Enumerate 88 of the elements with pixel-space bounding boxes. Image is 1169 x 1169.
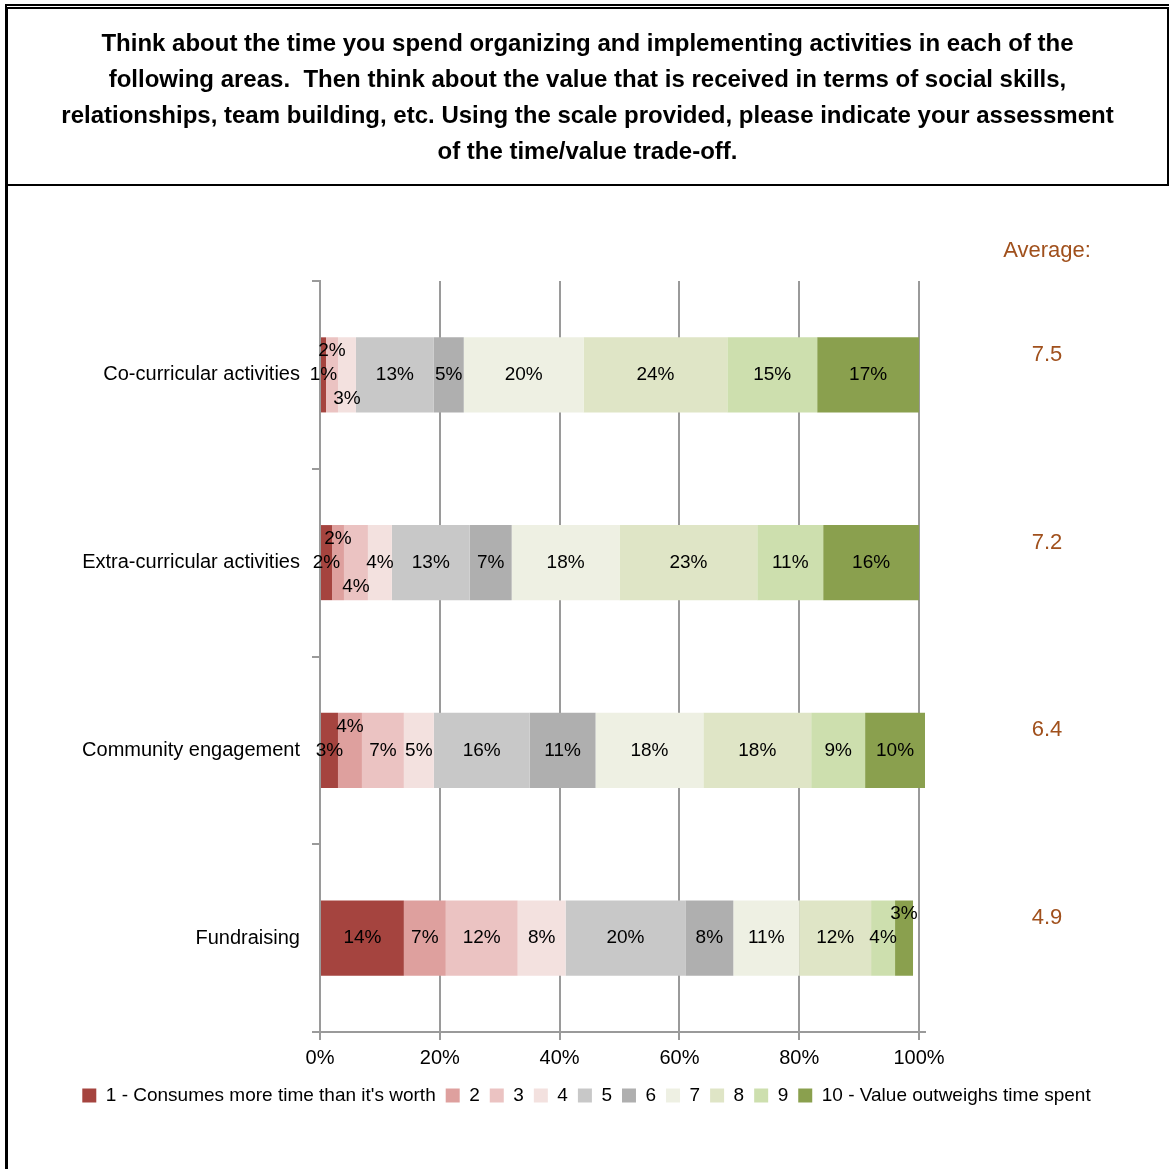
bar bbox=[823, 525, 920, 601]
bar bbox=[865, 712, 925, 788]
legend-label: 8 bbox=[733, 1083, 745, 1105]
data-label: 5% bbox=[435, 363, 463, 385]
bar bbox=[733, 900, 800, 976]
bar bbox=[433, 712, 530, 788]
bar bbox=[445, 900, 518, 976]
data-label: 2% bbox=[324, 526, 352, 548]
text: Average: bbox=[1003, 237, 1091, 263]
data-label: 15% bbox=[753, 363, 792, 385]
data-label: 14% bbox=[343, 926, 382, 948]
bar bbox=[433, 337, 464, 413]
data-label: 7% bbox=[476, 550, 505, 572]
bar bbox=[391, 525, 470, 601]
data-label: 4% bbox=[336, 714, 364, 736]
legend-label: 4 bbox=[557, 1083, 569, 1105]
data-label: 16% bbox=[462, 738, 501, 760]
data-label: 9% bbox=[824, 738, 852, 760]
bar bbox=[529, 712, 596, 788]
bar bbox=[469, 525, 512, 601]
x-tick-label: 60% bbox=[659, 1045, 700, 1068]
data-label: 2% bbox=[312, 550, 341, 572]
text: 6.4 bbox=[1031, 716, 1063, 742]
bar bbox=[703, 712, 812, 788]
data-label: 24% bbox=[636, 363, 675, 385]
x-tick-label: 100% bbox=[893, 1045, 945, 1068]
legend-label: 9 bbox=[777, 1083, 789, 1105]
data-label: 13% bbox=[411, 550, 450, 572]
data-label: 8% bbox=[527, 926, 556, 948]
text: 4.9 bbox=[1031, 904, 1063, 930]
bar bbox=[811, 712, 866, 788]
bar bbox=[757, 525, 824, 601]
bar bbox=[583, 337, 728, 413]
bar bbox=[321, 900, 404, 976]
legend-label: 5 bbox=[601, 1083, 612, 1105]
bar bbox=[361, 712, 404, 788]
y-tick-label: Co-curricular activities bbox=[103, 362, 300, 385]
x-tick-label: 0% bbox=[305, 1045, 335, 1068]
data-label: 3% bbox=[333, 387, 361, 409]
data-label: 23% bbox=[669, 550, 708, 572]
data-label: 20% bbox=[606, 926, 645, 948]
data-label: 20% bbox=[504, 363, 543, 385]
data-label: 4% bbox=[342, 574, 370, 596]
bar bbox=[685, 900, 734, 976]
bar bbox=[817, 337, 920, 413]
text: 7.2 bbox=[1031, 528, 1063, 554]
data-label: 5% bbox=[405, 738, 433, 760]
data-label: 4% bbox=[869, 926, 897, 948]
legend-label: 2 bbox=[469, 1083, 480, 1105]
bar bbox=[565, 900, 686, 976]
legend-label: 3 bbox=[513, 1083, 524, 1105]
y-tick-label: Extra-curricular activities bbox=[82, 550, 300, 573]
data-label: 7% bbox=[369, 738, 397, 760]
bar bbox=[403, 712, 434, 788]
data-label: 7% bbox=[411, 926, 439, 948]
y-tick-label: Fundraising bbox=[195, 925, 300, 948]
data-label: 17% bbox=[849, 363, 888, 385]
text: 7.5 bbox=[1031, 340, 1063, 366]
data-label: 11% bbox=[747, 926, 785, 948]
bar bbox=[463, 337, 584, 413]
chart-title: Think about the time you spend organizing and implementing activities in each of the following areas. Then think about the value that is received in terms of social skills, relationships, team building, etc. Using the scale provided, please indicate your assessment of the time/value trade-off. bbox=[60, 27, 1115, 166]
data-label: 18% bbox=[630, 738, 669, 760]
data-label: 11% bbox=[771, 550, 809, 572]
bar bbox=[517, 900, 566, 976]
x-tick-label: 40% bbox=[539, 1045, 580, 1068]
data-label: 12% bbox=[462, 926, 501, 948]
bar bbox=[619, 525, 758, 601]
data-label: 16% bbox=[852, 550, 891, 572]
data-label: 11% bbox=[544, 738, 582, 760]
bar bbox=[727, 337, 818, 413]
y-tick-label: Community engagement bbox=[82, 737, 301, 760]
data-label: 12% bbox=[816, 926, 855, 948]
legend-label: 1 - Consumes more time than it's worth bbox=[105, 1083, 436, 1105]
data-label: 18% bbox=[546, 550, 585, 572]
data-label: 10% bbox=[876, 738, 915, 760]
data-label: 13% bbox=[375, 363, 414, 385]
bar bbox=[403, 900, 446, 976]
legend-label: 7 bbox=[689, 1083, 701, 1105]
data-label: 18% bbox=[738, 738, 777, 760]
x-tick-label: 80% bbox=[779, 1045, 820, 1068]
data-label: 4% bbox=[366, 550, 394, 572]
data-label: 8% bbox=[695, 926, 724, 948]
legend-label: 10 - Value outweighs time spent bbox=[821, 1083, 1092, 1105]
bar bbox=[511, 525, 620, 601]
bar bbox=[595, 712, 704, 788]
x-tick-label: 20% bbox=[419, 1045, 461, 1068]
legend-label: 6 bbox=[645, 1083, 657, 1105]
bar bbox=[367, 525, 392, 601]
